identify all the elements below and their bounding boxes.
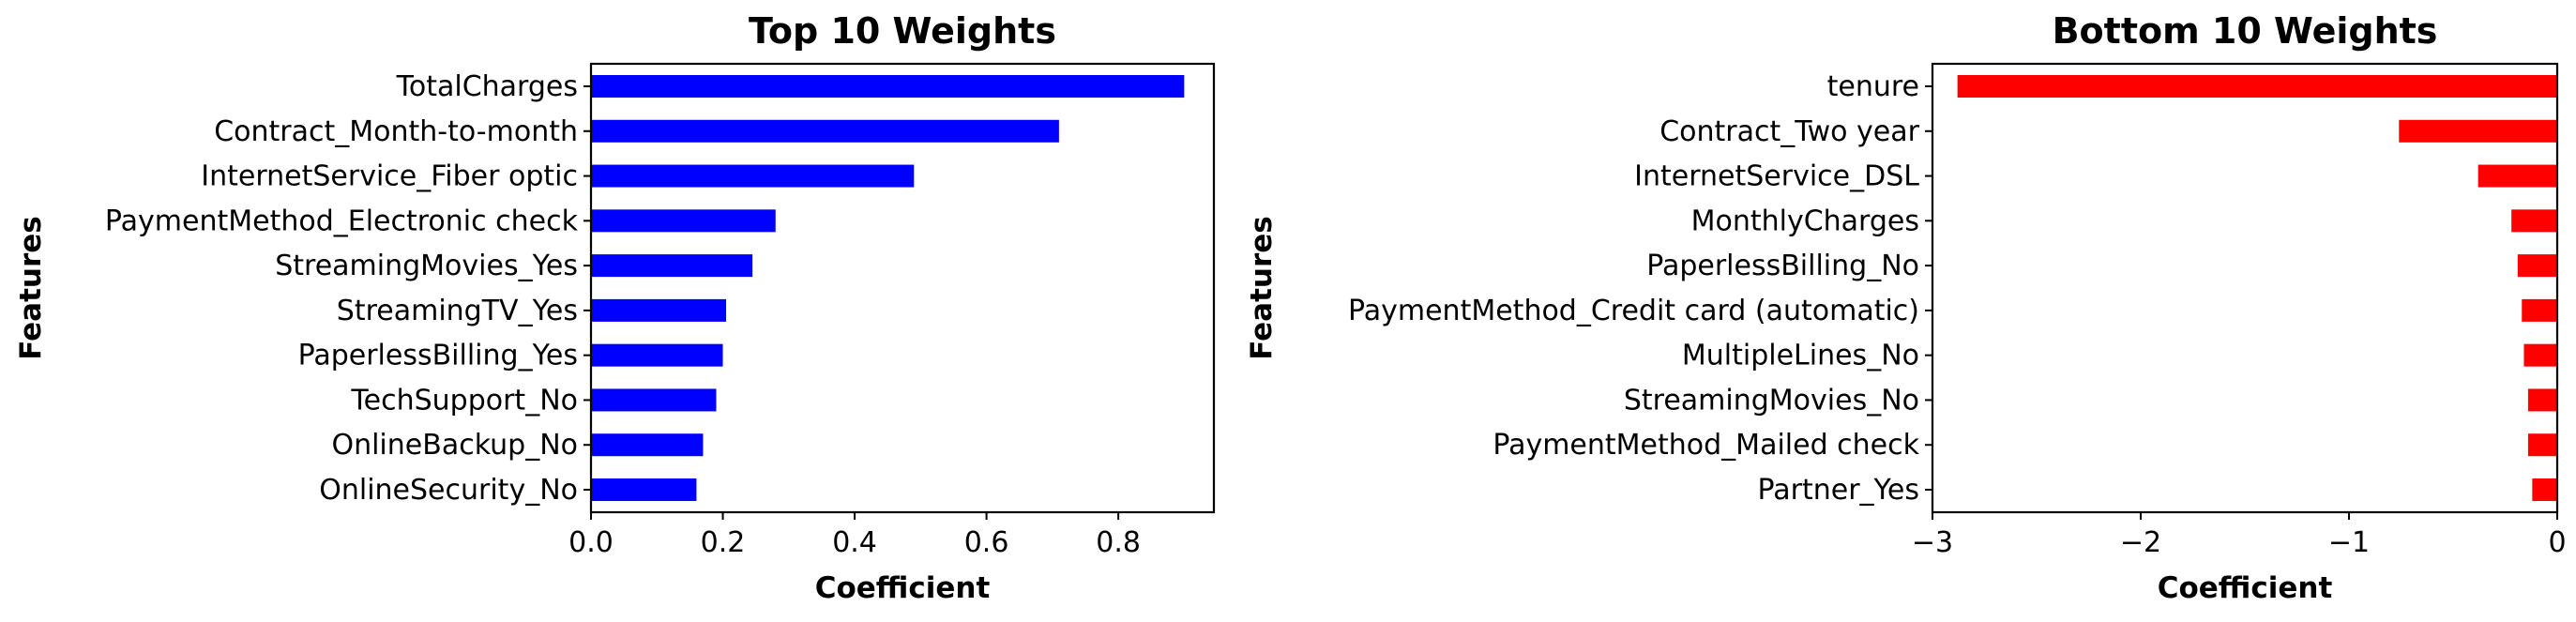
bar bbox=[591, 254, 753, 278]
x-tick-label: 0.4 bbox=[832, 526, 877, 559]
y-tick-label: PaymentMethod_Electronic check bbox=[105, 205, 579, 237]
x-ticks: −3 −2 −1 0 bbox=[1912, 512, 2567, 559]
bar-group bbox=[1957, 75, 2557, 501]
x-tick-label: −1 bbox=[2328, 526, 2370, 559]
chart-top-weights: Top 10 Weights TotalCharges Contract_Mont… bbox=[14, 10, 1216, 605]
y-axis-label: Features bbox=[1245, 216, 1279, 360]
plot-frame bbox=[1931, 62, 2559, 514]
y-axis-label: Features bbox=[14, 216, 48, 360]
x-tick-label: 0 bbox=[2548, 526, 2566, 559]
y-tick-label: PaymentMethod_Credit card (automatic) bbox=[1348, 295, 1919, 327]
bar bbox=[1957, 75, 2557, 98]
y-tick-labels: tenure Contract_Two year InternetService_D… bbox=[1348, 70, 1932, 507]
y-tick-label: StreamingTV_Yes bbox=[337, 295, 578, 327]
bar bbox=[2532, 478, 2557, 501]
bar bbox=[591, 119, 1059, 143]
y-tick-labels: TotalCharges Contract_Month-to-month Inter… bbox=[105, 70, 591, 507]
y-tick-label: Contract_Month-to-month bbox=[214, 115, 578, 148]
y-tick-label: MultipleLines_No bbox=[1682, 340, 1919, 372]
x-tick-label: 0.0 bbox=[568, 526, 614, 559]
chart-title: Top 10 Weights bbox=[749, 10, 1056, 52]
bar bbox=[591, 209, 776, 233]
y-tick-label: StreamingMovies_No bbox=[1624, 384, 1919, 417]
bar bbox=[2523, 343, 2557, 367]
bar bbox=[591, 298, 727, 322]
y-tick-label: PaperlessBilling_No bbox=[1646, 250, 1919, 282]
y-tick-label: Contract_Two year bbox=[1659, 115, 1919, 148]
bar bbox=[591, 433, 704, 457]
x-tick-label: 0.2 bbox=[701, 526, 746, 559]
x-ticks: 0.0 0.2 0.4 0.6 0.8 bbox=[568, 512, 1141, 559]
bar bbox=[2399, 119, 2557, 143]
plot-frame bbox=[589, 62, 1216, 514]
y-tick-label: tenure bbox=[1827, 70, 1919, 103]
bar bbox=[2527, 433, 2557, 457]
bar bbox=[591, 75, 1185, 98]
y-tick-label: InternetService_DSL bbox=[1634, 160, 1919, 193]
x-axis-label: Coefficient bbox=[815, 571, 991, 605]
bar bbox=[591, 388, 717, 412]
bar-group bbox=[591, 75, 1185, 501]
y-tick-label: PaymentMethod_Mailed check bbox=[1493, 429, 1919, 462]
y-tick-label: StreamingMovies_Yes bbox=[275, 250, 578, 282]
y-tick-label: OnlineBackup_No bbox=[331, 429, 578, 462]
y-tick-label: MonthlyCharges bbox=[1691, 205, 1919, 237]
chart-bottom-weights: Bottom 10 Weights tenure Contract_Two yea… bbox=[1245, 10, 2567, 605]
bar bbox=[2522, 298, 2557, 322]
y-tick-label: OnlineSecurity_No bbox=[319, 474, 578, 507]
x-tick-label: 0.8 bbox=[1096, 526, 1141, 559]
bar bbox=[591, 343, 723, 367]
bar bbox=[2517, 254, 2557, 278]
x-tick-label: −2 bbox=[2120, 526, 2161, 559]
bar bbox=[2527, 388, 2557, 412]
x-tick-label: 0.6 bbox=[964, 526, 1009, 559]
chart-title: Bottom 10 Weights bbox=[2053, 10, 2438, 52]
y-tick-label: TotalCharges bbox=[396, 70, 578, 103]
y-tick-label: InternetService_Fiber optic bbox=[201, 160, 578, 193]
bar bbox=[2511, 209, 2557, 233]
bar bbox=[591, 478, 697, 501]
y-tick-label: TechSupport_No bbox=[350, 384, 578, 417]
bar bbox=[2478, 164, 2557, 188]
x-axis-label: Coefficient bbox=[2158, 571, 2333, 605]
y-tick-label: Partner_Yes bbox=[1758, 474, 1919, 507]
bar bbox=[591, 164, 915, 188]
y-tick-label: PaperlessBilling_Yes bbox=[298, 340, 578, 372]
x-tick-label: −3 bbox=[1912, 526, 1953, 559]
